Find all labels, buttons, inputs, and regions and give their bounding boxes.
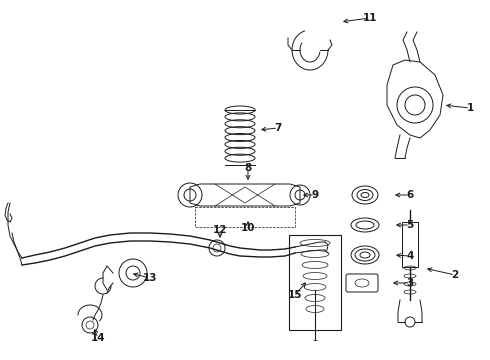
Text: 6: 6: [406, 190, 414, 200]
Text: 3: 3: [406, 278, 414, 288]
Text: 9: 9: [312, 190, 318, 200]
Text: 1: 1: [466, 103, 474, 113]
Bar: [195, 207, 295, 227]
Text: 11: 11: [363, 13, 377, 23]
Bar: [402, 222, 418, 267]
Text: 2: 2: [451, 270, 459, 280]
Bar: [289, 235, 341, 330]
Text: 13: 13: [143, 273, 157, 283]
Text: 12: 12: [213, 225, 227, 235]
Text: 7: 7: [274, 123, 282, 133]
Text: 10: 10: [241, 223, 255, 233]
Text: 8: 8: [245, 163, 252, 173]
Text: 15: 15: [288, 290, 302, 300]
Text: 14: 14: [91, 333, 105, 343]
Text: 5: 5: [406, 220, 414, 230]
Text: 4: 4: [406, 251, 414, 261]
